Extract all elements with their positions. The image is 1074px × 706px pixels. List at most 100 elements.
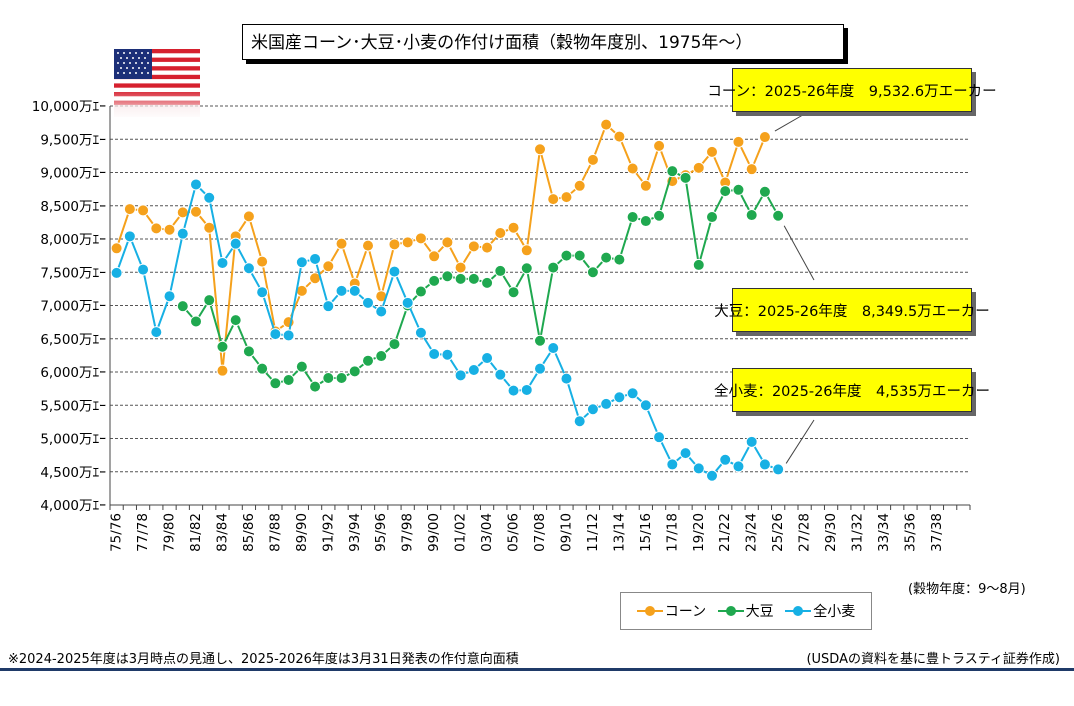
x-tick-label: 35/36 — [902, 513, 918, 552]
wheat-point — [534, 362, 546, 375]
wheat-point — [745, 435, 758, 448]
corn-point — [507, 221, 520, 234]
wheat-point — [758, 458, 771, 471]
wheat-point — [719, 453, 732, 466]
wheat-callout: 全小麦：2025-26年度 4,535万エーカー — [714, 368, 990, 412]
wheat-point — [600, 397, 613, 410]
corn-point — [428, 250, 441, 263]
x-tick-label: 37/38 — [929, 513, 945, 552]
wheat-point — [481, 352, 494, 365]
soy-point — [613, 253, 626, 266]
corn-point — [732, 135, 745, 148]
x-tick-labels: 75/76 77/78 79/80 81/82 83/84 85/86 87/88 89/90… — [109, 513, 945, 552]
wheat-point — [666, 458, 679, 471]
corn-point — [626, 162, 639, 175]
soy-point — [190, 315, 202, 328]
soy-point — [679, 171, 692, 184]
corn-point — [401, 236, 414, 249]
x-tick-label: 99/00 — [426, 513, 442, 552]
crop-year-note: (穀物年度：9～8月) — [908, 582, 1026, 597]
soy-point — [666, 165, 679, 178]
wheat-point — [441, 348, 454, 361]
callout-leader-lines — [774, 111, 815, 464]
y-tick-label: 9,000万ｴｰ — [40, 166, 106, 182]
corn-point — [481, 241, 494, 254]
corn-point — [242, 210, 255, 223]
wheat-point — [706, 469, 718, 482]
x-tick-label: 83/84 — [214, 513, 230, 552]
x-tick-label: 13/14 — [611, 513, 627, 552]
wheat-point — [547, 342, 560, 355]
soy-point — [481, 276, 494, 289]
x-tick-label: 29/30 — [823, 513, 839, 552]
wheat-point — [150, 326, 163, 339]
wheat-point — [163, 290, 176, 303]
x-tick-label: 77/78 — [135, 513, 151, 552]
wheat-point — [692, 462, 705, 475]
y-tick-label: 8,500万ｴｰ — [40, 199, 106, 215]
wheat-point — [322, 300, 335, 313]
corn-point — [388, 238, 401, 251]
wheat-point — [216, 256, 229, 269]
corn-point — [150, 222, 163, 235]
wheat-point — [573, 415, 586, 428]
soy-point — [639, 215, 652, 228]
soy-point — [388, 338, 401, 351]
corn-point — [520, 244, 533, 257]
x-tick-label: 95/96 — [373, 513, 389, 552]
x-tick-label: 19/20 — [691, 513, 707, 552]
wheat-point — [309, 252, 322, 265]
wheat-point — [375, 305, 388, 318]
soy-point — [242, 345, 255, 358]
corn-point — [362, 239, 374, 252]
x-tick-label: 93/94 — [347, 513, 363, 552]
legend-corn-marker — [636, 605, 663, 617]
x-tick-label: 09/10 — [558, 513, 574, 552]
wheat-point — [639, 399, 652, 412]
soy-point — [600, 251, 613, 264]
y-tick-label: 6,000万ｴｰ — [40, 365, 106, 381]
wheat-point — [507, 384, 520, 397]
x-tick-label: 97/98 — [400, 513, 416, 552]
wheat-point — [732, 460, 745, 473]
y-tick-labels: 4,000万ｴｰ 4,500万ｴｰ 5,000万ｴｰ 5,500万ｴｰ 6,000万ｴｰ… — [32, 99, 106, 514]
corn-point — [467, 240, 480, 253]
soy-point — [362, 354, 374, 367]
x-tick-label: 27/28 — [797, 513, 813, 552]
wheat-leader-line — [785, 419, 815, 464]
soy-point — [295, 360, 308, 373]
wheat-point — [560, 372, 573, 385]
wheat-point — [586, 403, 599, 416]
legend: コーン 大豆 全小麦 — [620, 592, 872, 630]
corn-point — [414, 232, 427, 245]
legend-soy: 大豆 — [717, 601, 774, 621]
soy-point — [745, 209, 758, 222]
wheat-point — [494, 368, 507, 381]
legend-wheat-marker — [785, 605, 812, 617]
soy-point — [547, 261, 560, 274]
x-tick-label: 79/80 — [162, 513, 178, 552]
wheat-point — [362, 296, 374, 309]
soy-point — [507, 286, 520, 299]
corn-point — [745, 163, 758, 176]
x-tick-label: 11/12 — [585, 513, 601, 552]
soy-leader-line — [783, 225, 815, 281]
y-tick-label: 10,000万ｴｰ — [32, 99, 106, 115]
corn-point — [547, 193, 560, 206]
corn-point — [494, 227, 507, 240]
y-tick-label: 6,500万ｴｰ — [40, 332, 106, 348]
bottom-rule — [0, 668, 1074, 671]
x-tick-label: 21/22 — [717, 513, 733, 552]
y-tick-label: 7,000万ｴｰ — [40, 299, 106, 315]
soy-point — [282, 373, 295, 386]
soy-point — [335, 371, 348, 384]
corn-point — [190, 205, 202, 218]
x-tick-label: 91/92 — [320, 513, 336, 552]
soy-point — [428, 274, 441, 287]
source-note: (USDAの資料を基に豊トラスティ証券作成) — [806, 652, 1060, 667]
x-tick-label: 75/76 — [109, 513, 125, 552]
soy-point — [176, 300, 189, 313]
us-flag-icon — [114, 49, 200, 117]
x-tick-label: 25/26 — [770, 513, 786, 552]
legend-corn: コーン — [636, 601, 706, 621]
